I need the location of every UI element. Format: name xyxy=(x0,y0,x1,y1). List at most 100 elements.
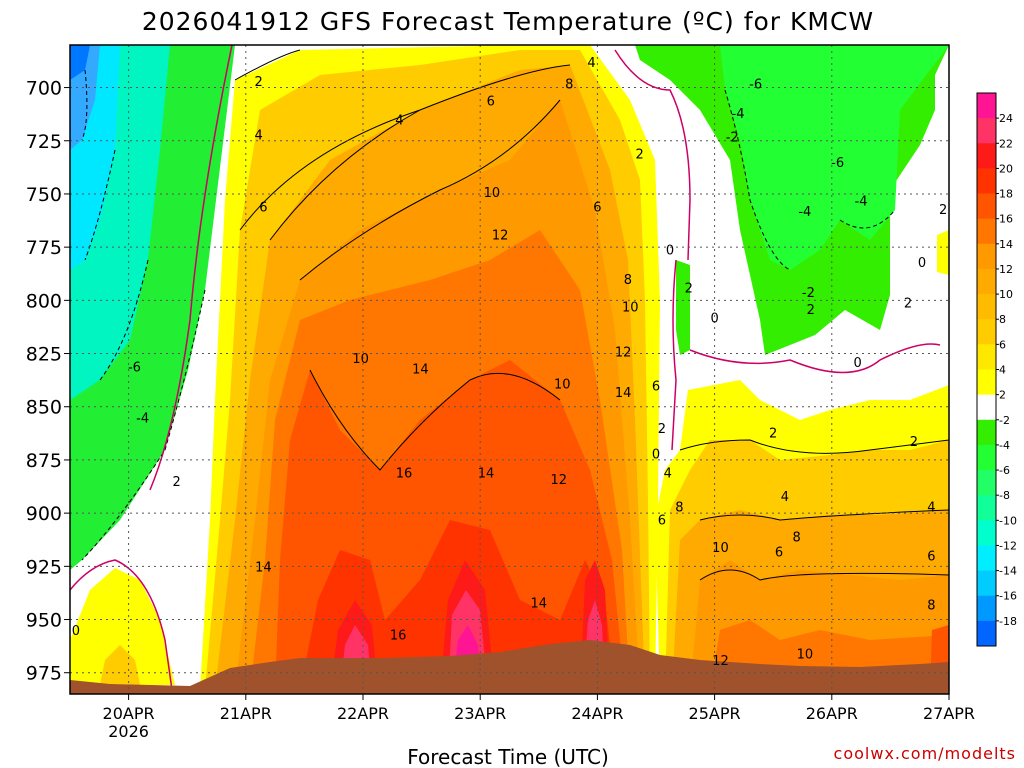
contour-label: 6 xyxy=(652,379,660,394)
y-tick-label: 875 xyxy=(26,450,62,472)
colorbar-label: 22 xyxy=(999,137,1013,150)
y-tick-label: 775 xyxy=(26,237,62,259)
chart-title: 2026041912 GFS Forecast Temperature (ºC)… xyxy=(142,7,874,36)
colorbar-swatch xyxy=(977,444,996,471)
contour-label: 12 xyxy=(492,228,509,243)
contour-label: 8 xyxy=(675,501,683,516)
colorbar-swatch xyxy=(977,193,996,220)
x-tick-label: 21APR xyxy=(220,704,272,723)
colorbar-label: 10 xyxy=(999,288,1013,301)
contour-label: 0 xyxy=(652,448,660,463)
y-tick-label: 825 xyxy=(26,344,62,366)
contour-label: 4 xyxy=(664,467,672,482)
y-tick-label: 700 xyxy=(26,78,62,100)
colorbar-swatch xyxy=(977,319,996,345)
contour-label: 10 xyxy=(484,186,501,201)
contour-label: -4 xyxy=(855,194,868,209)
contour-label: 10 xyxy=(622,301,639,316)
contour-label: 14 xyxy=(531,597,548,612)
colorbar-label: -6 xyxy=(999,464,1010,477)
x-tick-label: 27APR xyxy=(923,704,975,723)
contour-label: -6 xyxy=(749,77,762,92)
contour-label: 0 xyxy=(853,356,861,371)
contour-label: 10 xyxy=(554,377,571,392)
x-tick-label: 20APR xyxy=(103,704,155,723)
contour-label: 6 xyxy=(259,201,267,216)
colorbar-swatch xyxy=(977,143,996,169)
contour-label: 4 xyxy=(587,56,595,71)
colorbar-label: -14 xyxy=(999,565,1017,578)
contour-label: 0 xyxy=(666,243,674,258)
y-tick-label: 800 xyxy=(26,290,62,312)
contour-label: 2 xyxy=(910,435,918,450)
colorbar-label: -4 xyxy=(999,439,1010,452)
contour-label: 10 xyxy=(352,352,369,367)
colorbar-label: 4 xyxy=(999,364,1006,377)
colorbar-label: -8 xyxy=(999,489,1010,502)
contour-label: 2 xyxy=(807,303,815,318)
colorbar-swatch xyxy=(977,595,996,622)
x-tick-label: 26APR xyxy=(806,704,858,723)
colorbar-label: -18 xyxy=(999,615,1017,628)
colorbar-swatch xyxy=(977,168,996,195)
contour-label: 16 xyxy=(390,628,407,643)
colorbar-label: -12 xyxy=(999,539,1017,552)
x-tick-label: 23APR xyxy=(454,704,506,723)
colorbar-label: -2 xyxy=(999,414,1010,427)
isotherm-lines xyxy=(234,49,949,581)
colorbar-label: 24 xyxy=(999,112,1013,125)
colorbar-swatch xyxy=(977,495,996,521)
contour-label: 16 xyxy=(396,467,413,482)
terrain xyxy=(70,640,949,694)
colorbar-label: -16 xyxy=(999,590,1017,603)
y-tick-label: 900 xyxy=(26,503,62,525)
x-tick-sublabel: 2026 xyxy=(108,722,149,741)
colorbar-label: 6 xyxy=(999,338,1006,351)
colorbar-swatch xyxy=(977,620,996,647)
colorbar-swatch xyxy=(977,294,996,320)
contour-label: -2 xyxy=(726,130,739,145)
colorbar-swatch xyxy=(977,369,996,396)
contour-label: 6 xyxy=(775,545,783,560)
dashed-isotherms xyxy=(81,69,896,561)
contour-label: 6 xyxy=(927,550,935,565)
y-tick-label: 750 xyxy=(26,184,62,206)
x-tick-label: 25APR xyxy=(689,704,741,723)
colorbar-swatch xyxy=(977,419,996,446)
colorbar-swatch xyxy=(977,118,996,144)
colorbar-label: 20 xyxy=(999,162,1013,175)
contour-label: 2 xyxy=(635,148,643,163)
y-axis: 700 725 750 775 800 825 850 875 900 925 950 975 xyxy=(26,78,70,685)
colorbar-swatch xyxy=(977,218,996,245)
contour-label: 8 xyxy=(927,599,935,614)
colorbar-label: 8 xyxy=(999,313,1006,326)
colorbar-label: 12 xyxy=(999,263,1013,276)
contour-label: -4 xyxy=(136,411,149,426)
colorbar-swatch xyxy=(977,470,996,496)
y-tick-label: 725 xyxy=(26,131,62,153)
contour-label: 8 xyxy=(624,273,632,288)
colorbar-label: 16 xyxy=(999,213,1013,226)
contour-label: 4 xyxy=(395,113,403,128)
contour-label: 12 xyxy=(550,473,567,488)
contour-label: 2 xyxy=(255,75,263,90)
colorbar-label: 18 xyxy=(999,188,1013,201)
contour-label: 0 xyxy=(72,624,80,639)
contour-label: 12 xyxy=(712,654,729,669)
credit-link[interactable]: coolwx.com/modelts xyxy=(834,744,1016,763)
contour-label: 4 xyxy=(927,501,935,516)
contour-label: 8 xyxy=(565,77,573,92)
contour-label: 8 xyxy=(792,531,800,546)
contour-label: 4 xyxy=(255,128,263,143)
grid xyxy=(70,45,949,694)
contour-label: -4 xyxy=(798,205,811,220)
colorbar-swatch xyxy=(977,344,996,370)
contour-label: 2 xyxy=(658,422,666,437)
contour-label: 2 xyxy=(769,426,777,441)
contour-label: 2 xyxy=(173,475,181,490)
contour-label: -6 xyxy=(128,360,141,375)
colorbar-swatch xyxy=(977,394,996,421)
contour-label: 14 xyxy=(615,386,632,401)
colorbar-swatch xyxy=(977,268,996,295)
